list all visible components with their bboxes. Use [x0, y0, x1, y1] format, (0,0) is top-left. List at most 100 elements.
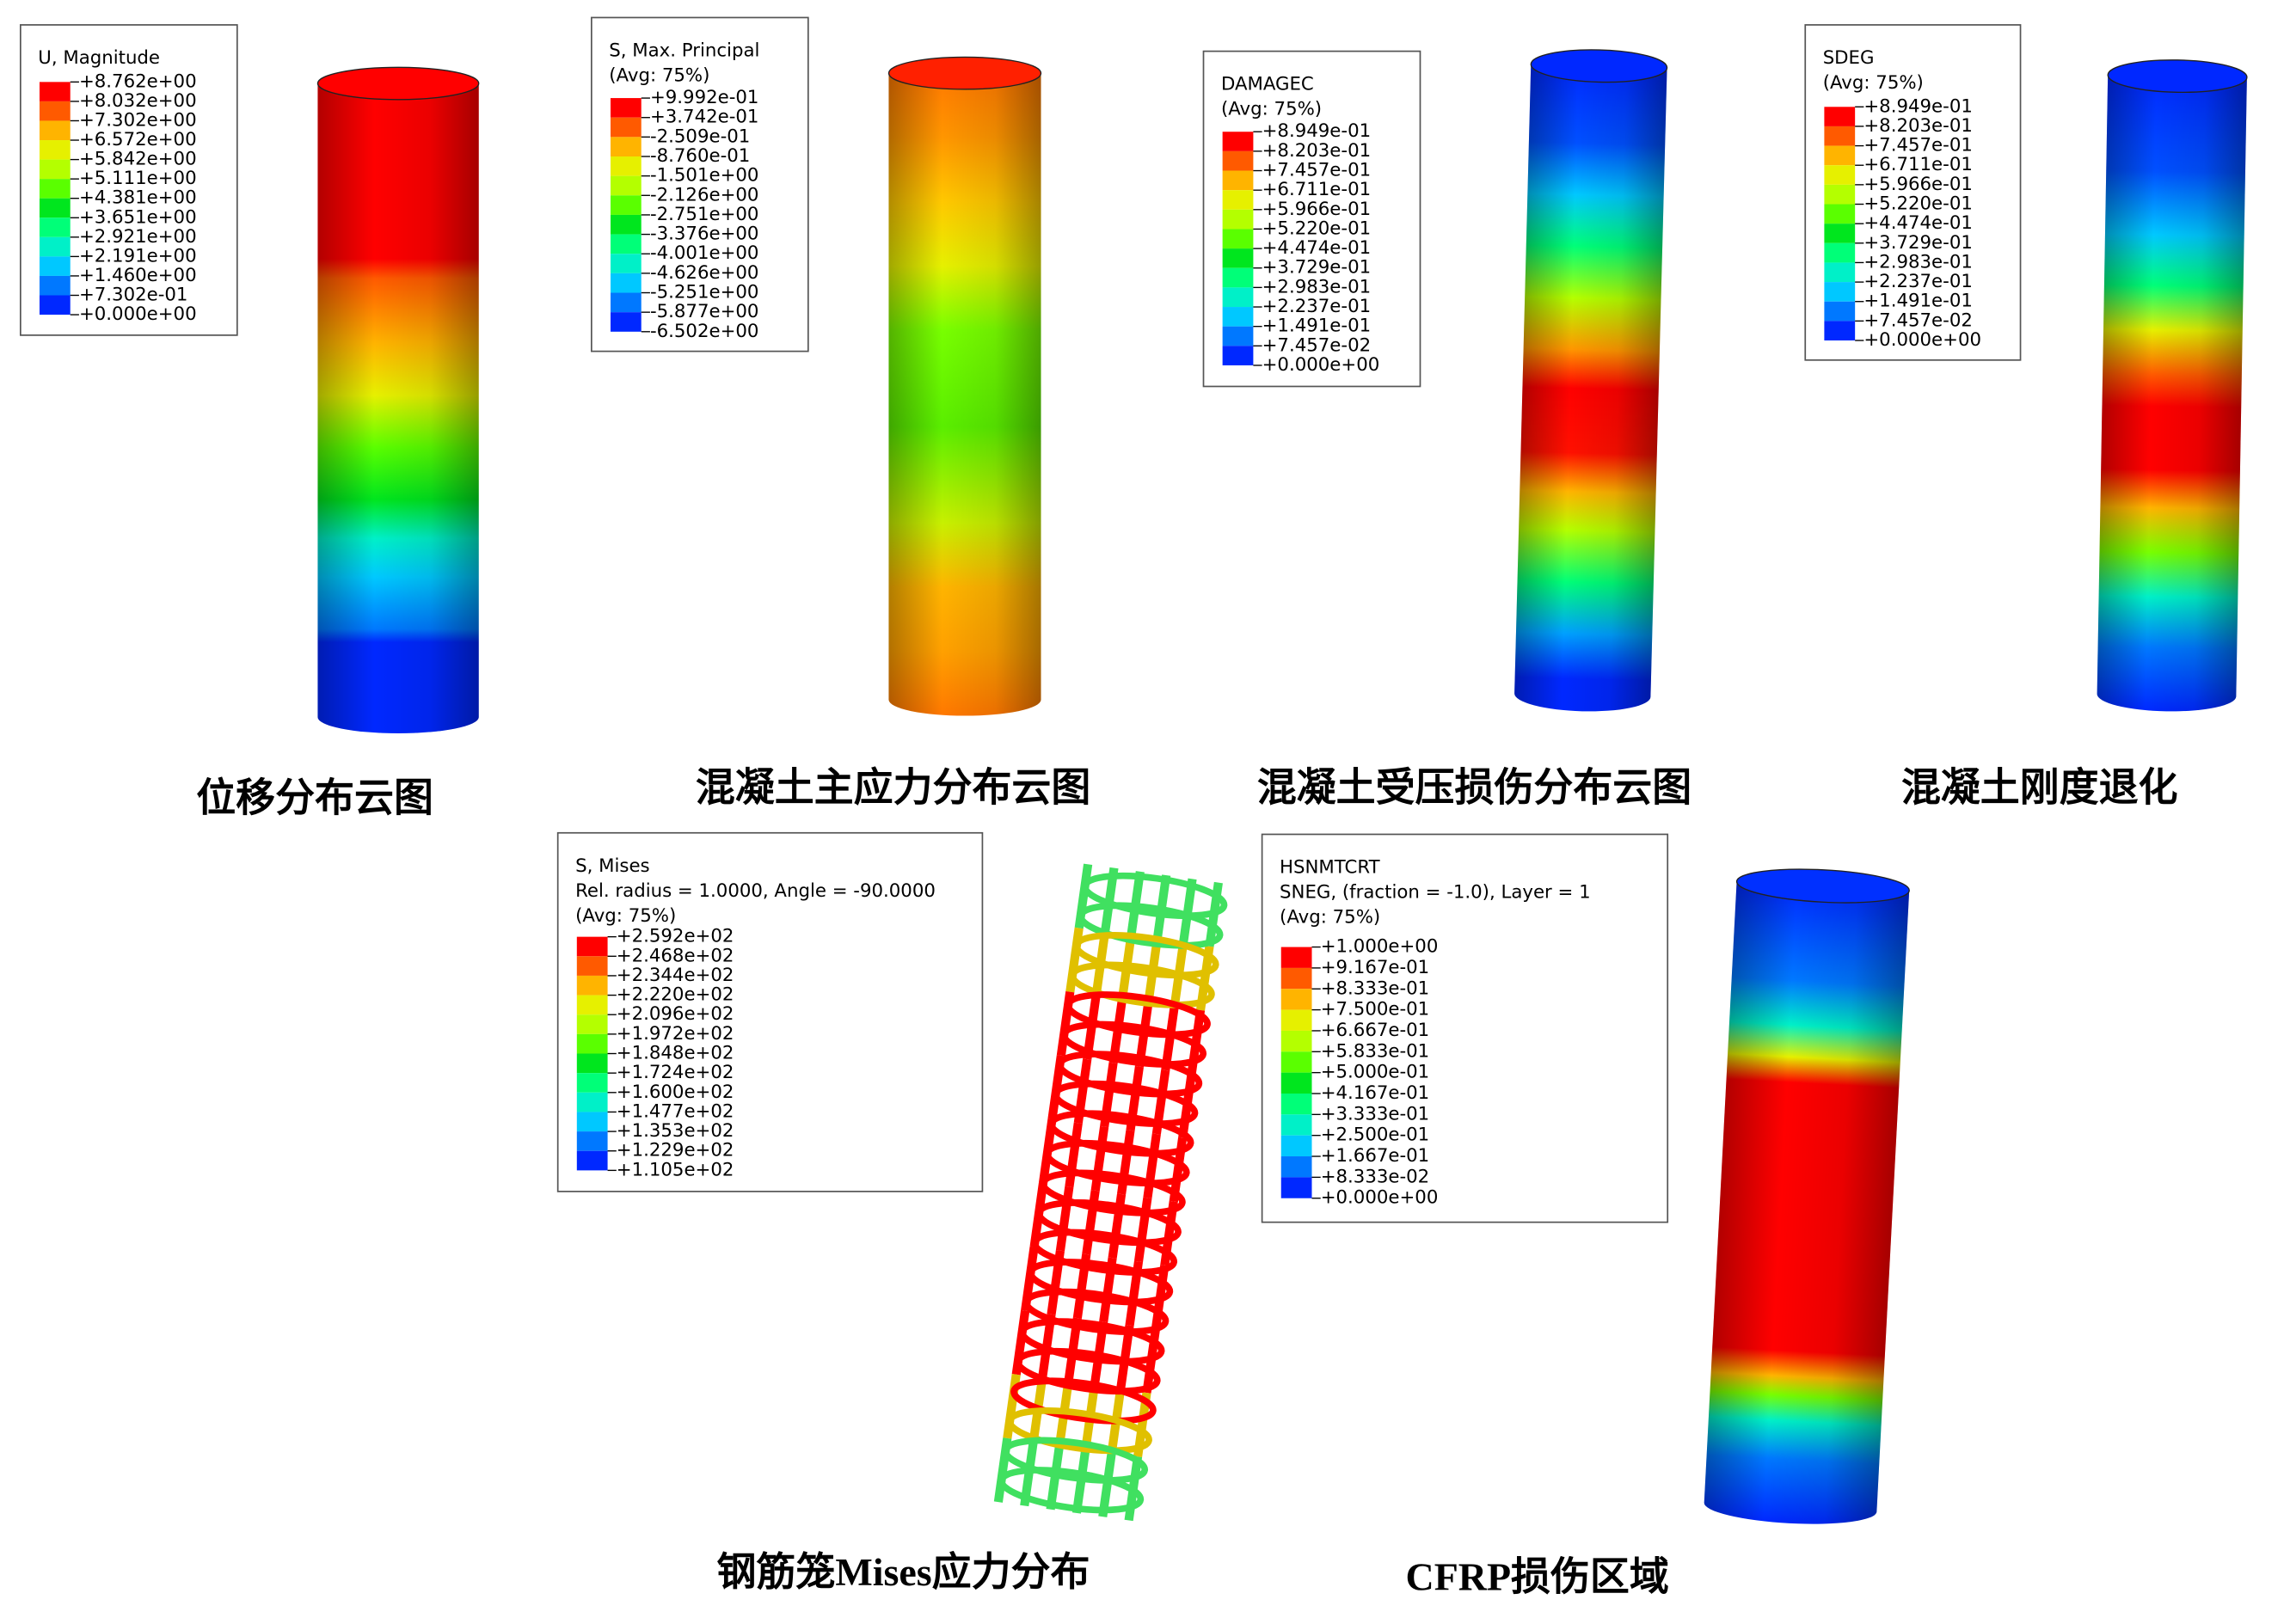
legend-value: +3.742e-01	[650, 107, 759, 128]
legend-swatch	[1824, 145, 1856, 166]
legend-swatch	[1824, 165, 1856, 185]
legend-value: +9.167e-01	[1321, 957, 1430, 978]
legend-value: +1.667e-01	[1321, 1145, 1430, 1167]
legend-swatch	[39, 275, 71, 296]
legend-value: +8.333e-01	[1321, 977, 1430, 999]
caption: 混凝土刚度退化	[1901, 766, 2178, 810]
legend-value: +4.474e-01	[1863, 212, 1973, 234]
legend-swatch	[39, 236, 71, 257]
legend-value: -2.751e+00	[650, 204, 759, 225]
legend-value: +2.983e-01	[1262, 276, 1372, 297]
legend-value: +0.000e+00	[1321, 1187, 1439, 1209]
legend: HSNMTCRT SNEG, (fraction = -1.0), Layer =…	[1261, 833, 1669, 1223]
legend-swatch	[1280, 1072, 1312, 1094]
legend-value: +7.302e-01	[79, 284, 188, 305]
legend-value: +7.500e-01	[1321, 999, 1430, 1020]
legend-value: -5.251e+00	[650, 282, 759, 303]
legend-swatch	[1222, 346, 1254, 365]
legend-swatch	[1222, 307, 1254, 327]
legend-title: S, Mises	[575, 855, 650, 877]
legend-swatch	[1222, 190, 1254, 210]
legend-swatch	[1222, 209, 1254, 230]
legend-value: +7.457e-02	[1863, 309, 1973, 331]
stirrup	[1065, 991, 1211, 1039]
legend-value: +5.220e-01	[1863, 193, 1973, 215]
legend-value: +1.105e+02	[617, 1159, 734, 1180]
legend-value: +5.842e+00	[79, 149, 197, 170]
legend-swatch	[1222, 150, 1254, 171]
cylinder-top	[887, 56, 1042, 90]
legend-title: DAMAGEC	[1221, 74, 1314, 95]
legend-swatch	[576, 975, 608, 996]
legend-swatch	[39, 295, 71, 316]
legend-swatch	[1222, 326, 1254, 346]
caption: CFRP损伤区域	[1406, 1554, 1669, 1598]
stirrup	[1040, 1169, 1186, 1216]
legend-swatch	[1824, 242, 1856, 263]
legend-swatch	[1222, 248, 1254, 268]
stirrup	[1052, 1080, 1199, 1127]
legend-value: +8.203e-01	[1262, 140, 1372, 162]
legend-title: SNEG, (fraction = -1.0), Layer = 1	[1280, 882, 1591, 904]
legend-swatch	[39, 218, 71, 237]
legend-value: +0.000e+00	[79, 303, 197, 325]
legend-value: -1.501e+00	[650, 165, 759, 187]
stirrup	[1060, 1020, 1207, 1068]
legend-swatch	[576, 1053, 608, 1074]
legend-swatch	[1222, 229, 1254, 249]
legend-swatch	[610, 254, 642, 273]
cylinder-top	[1530, 49, 1668, 83]
legend-swatch	[610, 234, 642, 254]
legend-swatch	[1280, 989, 1312, 1010]
legend-value: +2.191e+00	[79, 245, 197, 267]
legend-swatch	[39, 140, 71, 160]
cylinder	[887, 56, 1042, 716]
stirrup	[1006, 1407, 1152, 1455]
legend-swatch	[1824, 301, 1856, 322]
stirrup	[1010, 1377, 1157, 1425]
legend-value: -2.126e+00	[650, 184, 759, 205]
legend-value: +2.237e-01	[1863, 271, 1973, 292]
caption: 位移分布云图	[196, 776, 433, 820]
legend-value: +1.229e+02	[617, 1140, 734, 1161]
legend-swatch	[1824, 321, 1856, 341]
legend-value: -6.502e+00	[650, 321, 759, 342]
stirrup	[1047, 1110, 1194, 1157]
legend-value: +6.711e-01	[1262, 179, 1372, 200]
legend-swatch	[1280, 1156, 1312, 1178]
legend-value: +3.651e+00	[79, 206, 197, 228]
cylinder	[1704, 868, 1910, 1524]
caption: 混凝土受压损伤分布云图	[1257, 766, 1692, 810]
legend-swatch	[576, 995, 608, 1015]
legend-swatch	[576, 936, 608, 957]
legend-title: (Avg: 75%)	[575, 905, 676, 927]
legend-value: +6.572e+00	[79, 129, 197, 150]
legend: SDEG(Avg: 75%)+8.949e-01+8.203e-01+7.457…	[1804, 24, 2022, 361]
legend-title: (Avg: 75%)	[1823, 72, 1924, 94]
legend-value: +0.000e+00	[1863, 329, 1981, 351]
legend-value: +1.353e+02	[617, 1120, 734, 1142]
legend-swatch	[1280, 1135, 1312, 1157]
legend-value: +8.949e-01	[1262, 120, 1372, 142]
stirrup	[1002, 1437, 1149, 1484]
legend-swatch	[576, 956, 608, 976]
legend-value: +7.457e-02	[1262, 334, 1372, 356]
legend-swatch	[1280, 1009, 1312, 1031]
legend-swatch	[39, 159, 71, 180]
legend-swatch	[1280, 1177, 1312, 1198]
legend-swatch	[576, 1033, 608, 1054]
stirrup	[1014, 1347, 1161, 1395]
cylinder-shade	[317, 83, 479, 733]
cylinder-shade	[1514, 64, 1667, 712]
legend-value: +1.724e+02	[617, 1062, 734, 1083]
legend-value: +7.457e-01	[1262, 160, 1372, 181]
legend-swatch	[610, 156, 642, 176]
legend-value: +5.833e-01	[1321, 1040, 1430, 1062]
rebar-cage	[993, 863, 1228, 1522]
legend-value: +2.096e+02	[617, 1003, 734, 1025]
legend-value: +5.111e+00	[79, 168, 197, 189]
legend-value: +1.972e+02	[617, 1023, 734, 1045]
legend-swatch	[1280, 947, 1312, 968]
stirrup	[1043, 1139, 1190, 1187]
